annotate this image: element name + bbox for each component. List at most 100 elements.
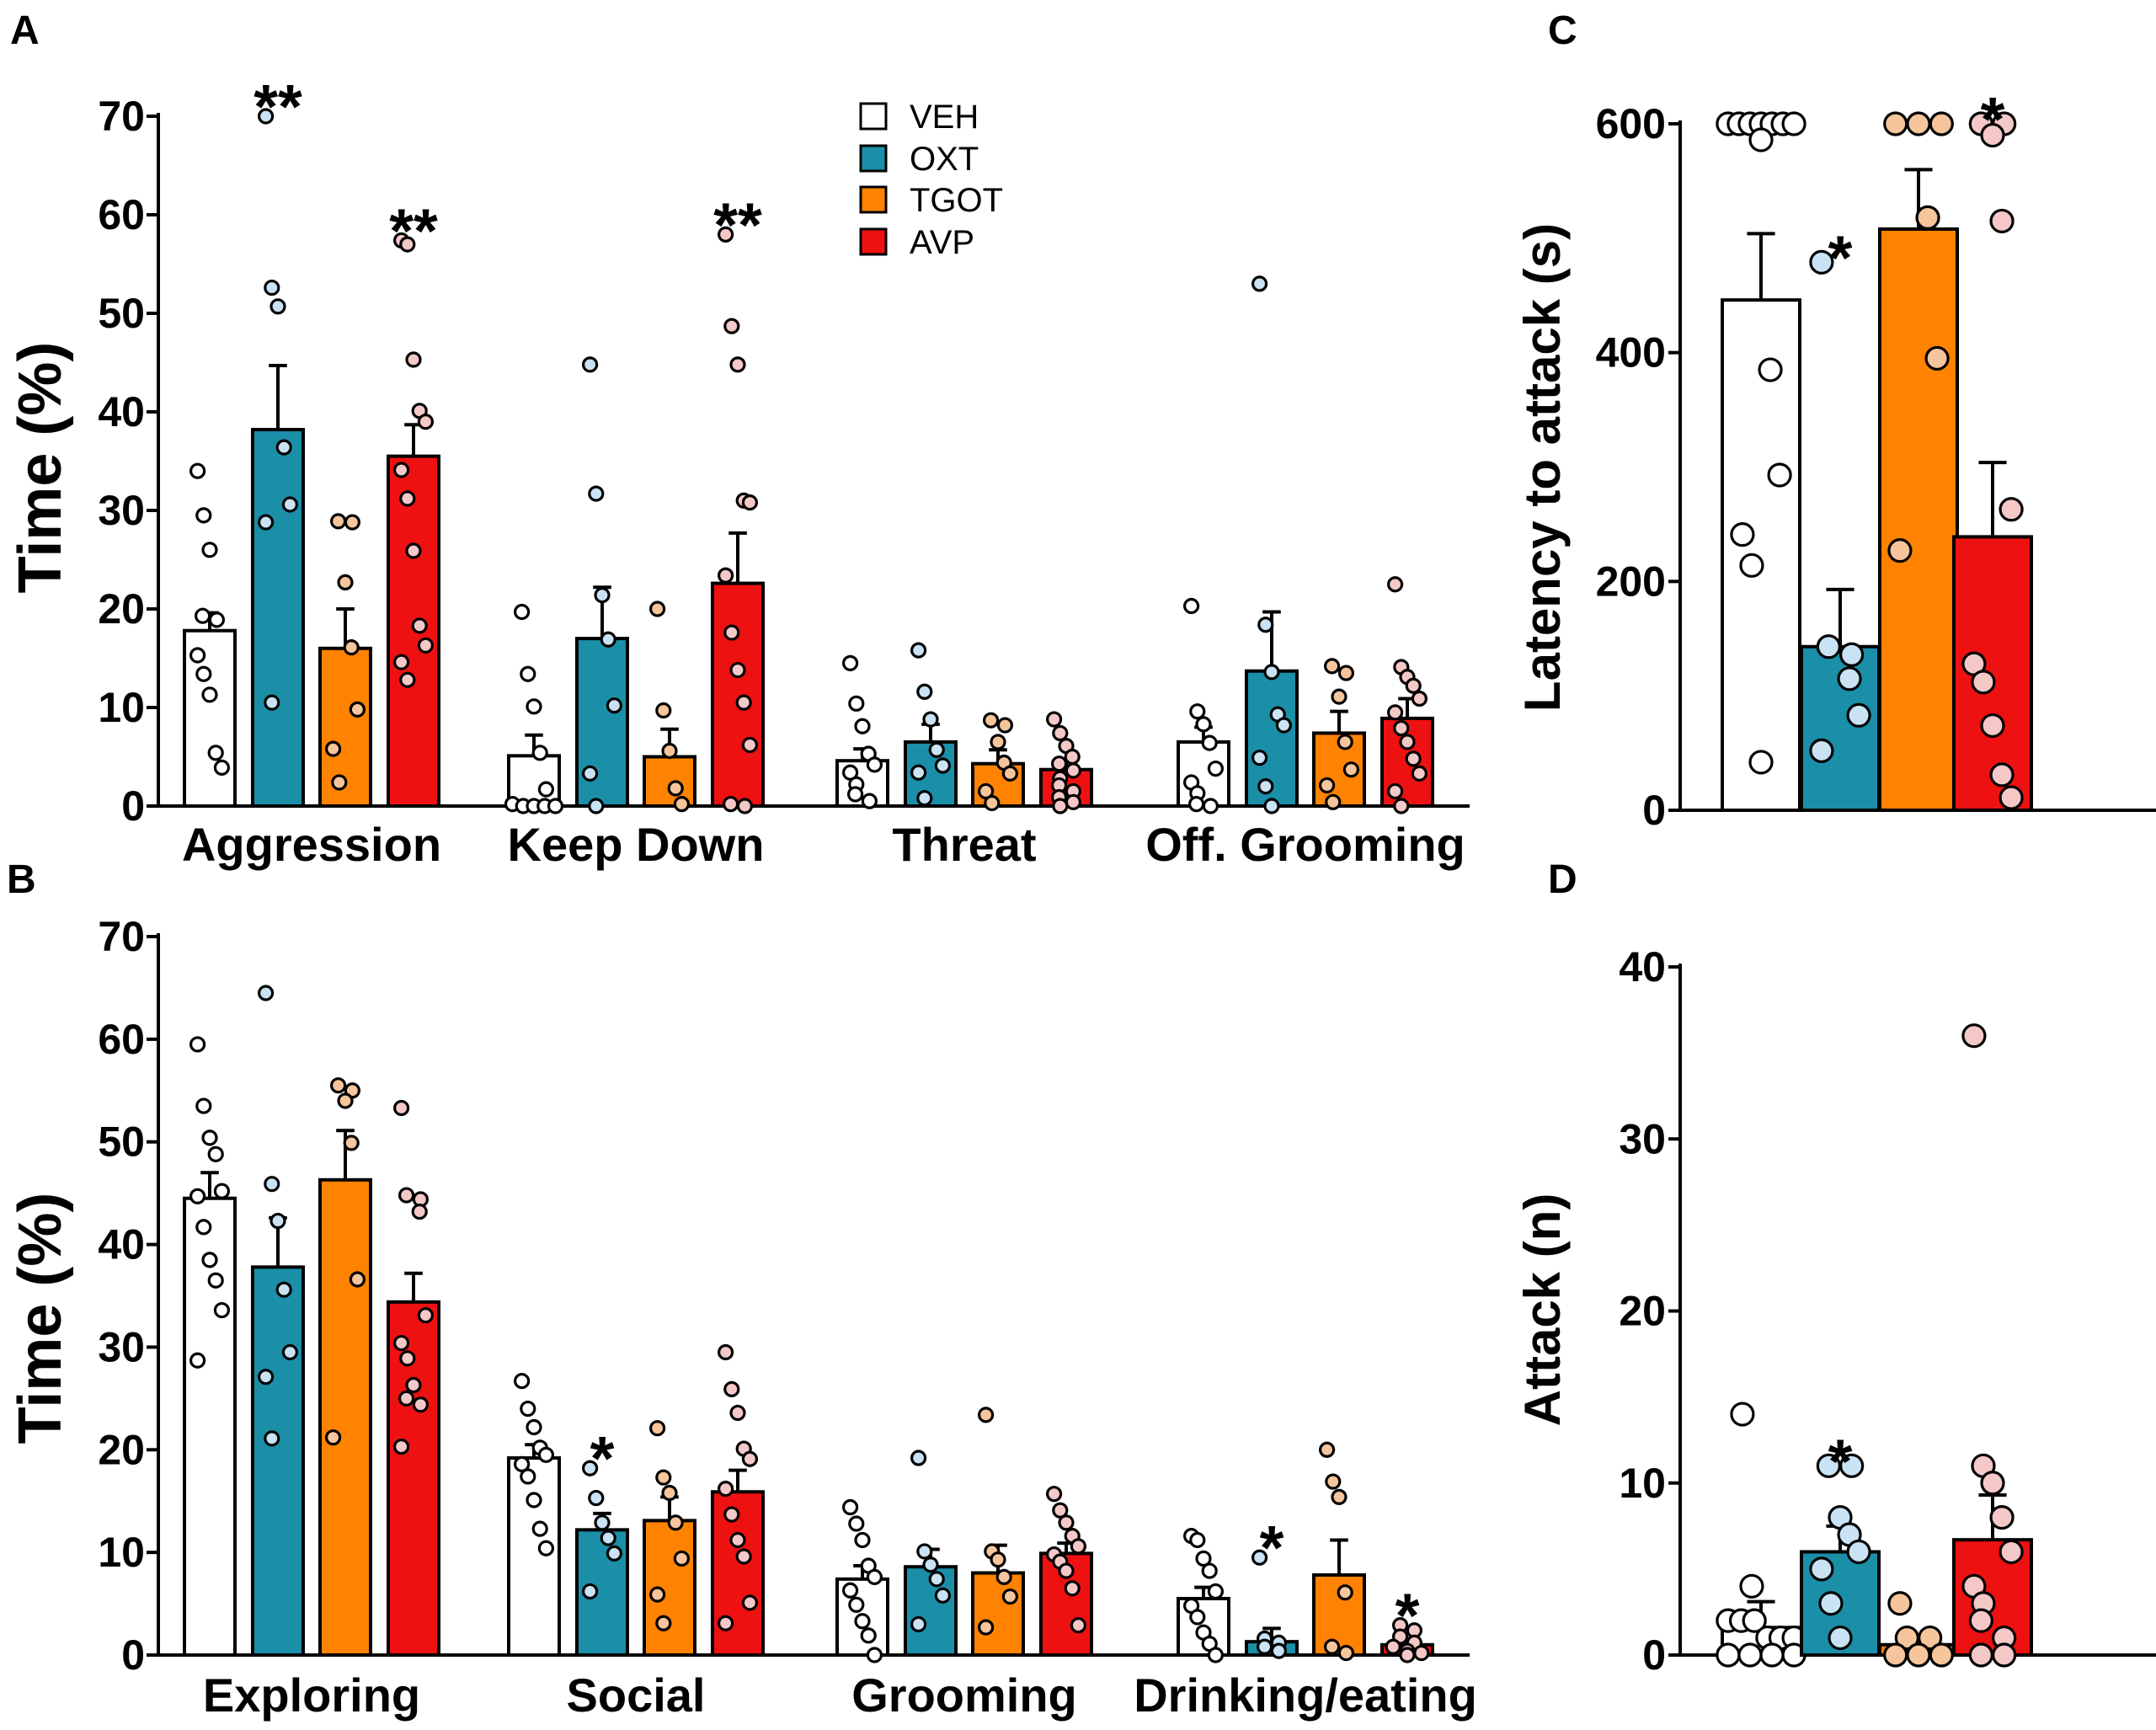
panel-c-data-point [1989, 762, 2015, 788]
panel-a-data-point [1065, 762, 1082, 779]
panel-c-bar [1878, 227, 1959, 812]
panel-a-data-point [1331, 688, 1348, 705]
panel-b-data-point [729, 1531, 746, 1549]
panel-b-bar [507, 1456, 561, 1658]
panel-d-data-point [1809, 1556, 1834, 1582]
panel-a-data-point [916, 790, 933, 807]
panel-b-data-point [729, 1404, 746, 1422]
panel-b-data-point [399, 1350, 416, 1367]
panel-a-data-point [934, 757, 952, 774]
panel-b-data-point [393, 1099, 410, 1117]
panel-a-data-point [213, 759, 230, 776]
panel-b-data-point [735, 1548, 752, 1565]
panel-a-data-point [1201, 734, 1218, 751]
panel-d-y-tick-label: 20 [1619, 1288, 1666, 1335]
panel-d-y-tick-label: 10 [1619, 1460, 1666, 1507]
panel-a-category-label: Keep Down [508, 818, 765, 871]
panel-b-data-point [916, 1543, 933, 1560]
panel-a-data-point [723, 624, 740, 641]
panel-a-data-point [1393, 719, 1410, 737]
panel-a-data-point [1323, 658, 1341, 675]
panel-a-data-point [866, 756, 883, 773]
panel-a-bar [251, 428, 305, 808]
panel-d-data-point [1716, 1642, 1741, 1668]
panel-a-data-point [281, 496, 298, 513]
panel-c-data-point [1809, 738, 1834, 763]
panel-b-data-point [673, 1550, 691, 1567]
legend-swatch-avp [859, 227, 888, 256]
panel-b-data-point [213, 1183, 230, 1199]
panel-a-y-tick-label: 70 [98, 93, 145, 140]
panel-a-data-point [526, 698, 542, 715]
panel-a-data-point [264, 694, 280, 711]
panel-c-data-point [1767, 462, 1792, 488]
panel-a-data-point [405, 351, 422, 368]
legend-label-tgot: TGOT [910, 182, 1003, 219]
panel-c-plot: 0 200 400 600 * * [1596, 84, 2156, 834]
panel-b-y-tick-label: 30 [98, 1323, 145, 1370]
panel-a-data-point [606, 697, 623, 714]
panel-a-data-point [581, 765, 599, 782]
panel-d-y-tick-label: 30 [1619, 1115, 1666, 1162]
panel-a-bar [387, 454, 440, 809]
panel-a-data-point [1207, 760, 1225, 777]
panel-b-y-tick-label: 60 [98, 1016, 145, 1063]
panel-a-data-point [910, 764, 927, 781]
panel-a-data-point [848, 695, 865, 712]
panel-a-data-point [1050, 756, 1068, 772]
panel-b-data-point [648, 1420, 666, 1437]
panel-a-data-point [1257, 617, 1274, 633]
panel-c-significance-marker: * [1828, 222, 1853, 292]
panel-d-y-tick-label: 40 [1619, 943, 1666, 990]
panel-c-data-point [1758, 357, 1783, 382]
panel-a-data-point [729, 661, 746, 679]
panel-a-data-point [195, 507, 212, 524]
panel-b-data-point [1337, 1644, 1355, 1662]
panel-a-data-point [723, 318, 740, 334]
panel-a-y-tick-label: 20 [98, 585, 145, 633]
panel-a-data-point [189, 647, 206, 664]
panel-b-data-point [1207, 1647, 1225, 1663]
panel-a-data-point [343, 639, 360, 656]
panel-a-data-point [1195, 716, 1212, 733]
panel-a-data-point [1257, 777, 1274, 795]
panel-c-data-point [1999, 497, 2024, 522]
panel-b-data-point [854, 1613, 871, 1630]
panel-b-data-point [1318, 1441, 1336, 1458]
panel-c-data-point [1837, 666, 1862, 691]
panel-label-b: B [7, 857, 36, 902]
legend-label-oxt: OXT [910, 141, 979, 178]
panel-a-data-point [984, 794, 1001, 812]
panel-a-data-point [258, 108, 275, 125]
panel-a-data-point [1001, 765, 1019, 782]
panel-b-data-point [398, 1390, 415, 1407]
panel-b-data-point [1201, 1562, 1218, 1579]
panel-b-data-point [275, 1281, 292, 1298]
panel-a-data-point [399, 236, 416, 253]
panel-a-data-point [741, 494, 759, 511]
panel-b-data-point [417, 1307, 434, 1324]
panel-a-data-point [531, 745, 548, 761]
panel-c-data-point [1748, 127, 1774, 152]
panel-a-data-point [208, 611, 225, 628]
panel-b-data-point [1070, 1617, 1087, 1634]
panel-b-data-point [189, 1188, 206, 1204]
panel-b-data-point [866, 1647, 883, 1663]
panel-b-data-point [661, 1484, 678, 1502]
panel-a-data-point [1202, 798, 1219, 814]
panel-a-plot: 0 10 20 30 40 50 60 70 ** ** ** Aggression Keep Down… [98, 72, 1470, 871]
panel-b-y-tick-label: 40 [98, 1221, 145, 1268]
panel-b-data-point [910, 1450, 927, 1466]
panel-b-data-point [1052, 1502, 1069, 1519]
panel-b-data-point [581, 1460, 599, 1476]
panel-b-data-point [922, 1556, 939, 1573]
panel-a-data-point [1251, 750, 1268, 766]
panel-b-bar [971, 1571, 1025, 1657]
panel-b-data-point [717, 1615, 734, 1631]
panel-b-data-point [841, 1498, 859, 1516]
panel-c-data-point [1989, 208, 2015, 234]
panel-b-data-point [213, 1301, 230, 1319]
panel-d-y-axis-title: Attack (n) [1514, 1193, 1571, 1427]
panel-b-data-point [581, 1583, 599, 1600]
panel-b-data-point [398, 1187, 415, 1204]
